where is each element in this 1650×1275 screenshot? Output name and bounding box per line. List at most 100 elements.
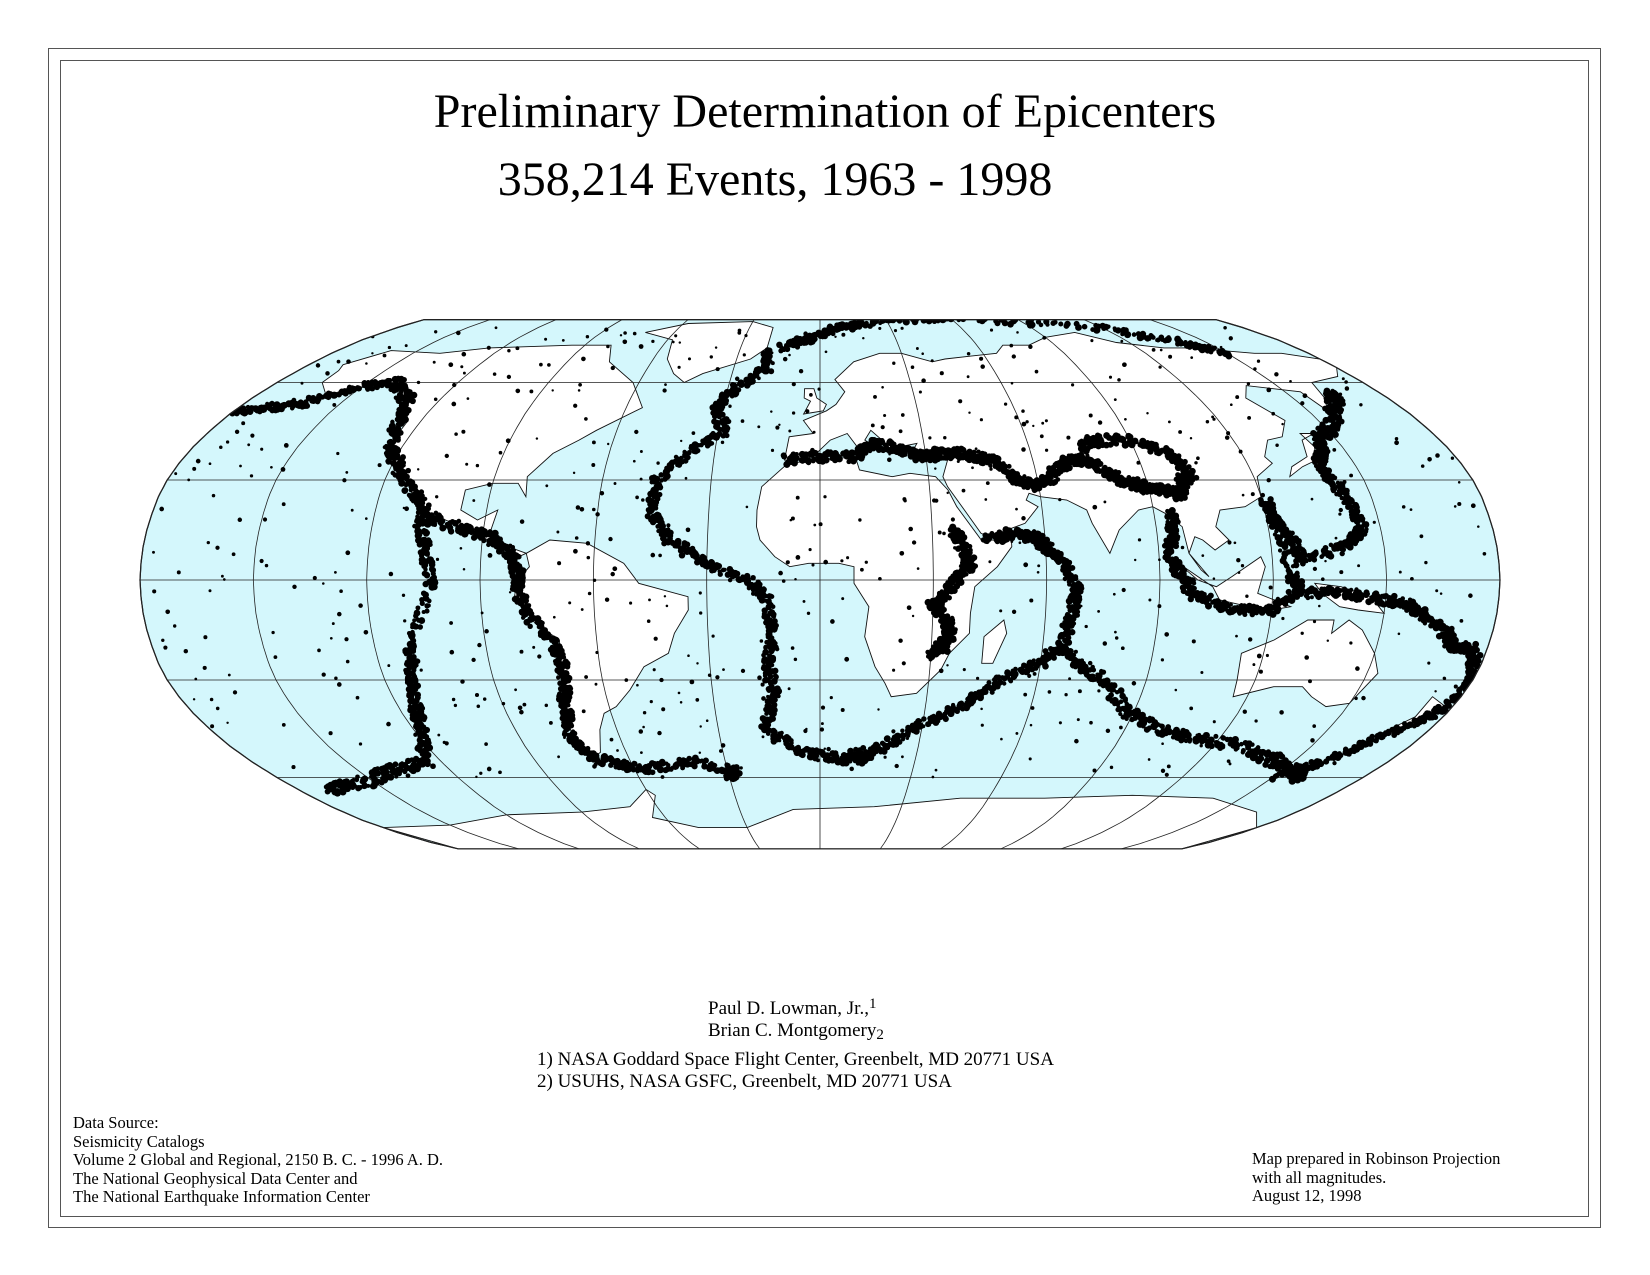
epicenter-dot <box>428 512 435 519</box>
epicenter-dot <box>730 388 736 395</box>
epicenter-dot <box>398 418 406 426</box>
epicenter-dot <box>357 386 362 391</box>
epicenter-dot <box>497 536 503 542</box>
epicenter-dot <box>723 775 730 782</box>
epicenter-dot <box>704 561 709 566</box>
epicenter-dot <box>1028 532 1035 539</box>
epicenter-dot <box>720 567 726 573</box>
epicenter-dot <box>1010 674 1017 681</box>
epicenter-dot <box>499 544 505 550</box>
epicenter-dot <box>495 547 503 555</box>
epicenter-dot <box>550 635 557 642</box>
map-title: Preliminary Determination of Epicenters <box>433 85 1217 138</box>
epicenter-dot <box>539 629 546 636</box>
epicenter-dot <box>482 530 490 538</box>
epicenter-dot <box>267 402 273 407</box>
epicenter-dot <box>564 678 569 684</box>
epicenter-dot <box>1394 598 1399 604</box>
epicenter-dot <box>770 706 778 714</box>
epicenter-dot <box>390 439 396 446</box>
epicenter-dot <box>1264 753 1270 758</box>
epicenter-dot <box>1319 554 1325 560</box>
epicenter-dot <box>763 644 769 650</box>
epicenter-dot <box>1320 547 1328 555</box>
epicenter-dot <box>758 596 766 604</box>
epicenter-dot <box>1362 591 1370 599</box>
epicenter-dot <box>1235 745 1240 751</box>
epicenter-dot <box>1107 470 1113 476</box>
epicenter-dot <box>1017 666 1024 674</box>
epicenter-dot <box>730 770 737 778</box>
epicenter-dot <box>842 759 850 767</box>
epicenter-dot <box>1232 605 1237 610</box>
epicenter-dot <box>713 562 721 570</box>
epicenter-dot <box>1110 682 1118 689</box>
epicenter-dot <box>1007 534 1013 540</box>
epicenter-dot <box>1322 429 1327 434</box>
epicenter-dot <box>1087 660 1093 666</box>
landmass-madagascar <box>981 619 1008 664</box>
epicenter-dot <box>1328 479 1334 485</box>
epicenter-dot <box>367 385 373 391</box>
epicenter-dot <box>847 451 853 456</box>
epicenter-dot <box>720 404 726 410</box>
epicenter-dot <box>1176 457 1183 464</box>
epicenter-dot <box>481 538 487 544</box>
epicenter-dot <box>1391 732 1398 738</box>
epicenter-dot <box>691 756 699 763</box>
epicenter-dot <box>1339 550 1345 557</box>
epicenter-dot <box>1336 490 1343 498</box>
epicenter-dot <box>637 763 642 769</box>
epicenter-dot <box>761 664 769 672</box>
epicenter-dot <box>1087 456 1094 464</box>
epicenter-dot <box>1103 432 1110 439</box>
epicenter-dot <box>385 380 392 388</box>
epicenter-dot <box>398 408 404 414</box>
epicenter-dot <box>585 750 590 755</box>
epicenter-dot <box>743 376 751 384</box>
epicenter-dot <box>1277 548 1283 553</box>
epicenter-dot <box>1257 605 1263 611</box>
epicenter-dot <box>750 574 756 581</box>
epicenter-dot <box>902 451 908 457</box>
epicenter-dot <box>408 488 414 493</box>
epicenter-dot <box>691 763 698 770</box>
epicenter-dot <box>667 536 673 542</box>
epicenter-dot <box>663 472 668 477</box>
epicenter-dot <box>1285 567 1292 574</box>
epicenter-dot <box>1392 726 1399 733</box>
epicenter-dot <box>781 453 788 460</box>
epicenter-dot <box>1079 663 1086 670</box>
epicenter-dot <box>1269 520 1275 527</box>
epicenter-dot <box>761 652 766 658</box>
epicenter-dot <box>769 594 775 600</box>
epicenter-dot <box>649 489 656 496</box>
epicenter-dot <box>559 703 565 710</box>
epicenter-dot <box>1474 678 1480 684</box>
epicenter-dot <box>1356 516 1362 521</box>
epicenter-dot <box>1348 511 1356 518</box>
epicenter-dot <box>732 775 737 781</box>
epicenter-dot <box>1313 463 1319 469</box>
epicenter-dot <box>1276 523 1283 530</box>
epicenter-dot <box>1362 521 1370 528</box>
epicenter-dot <box>686 755 692 762</box>
epicenter-dot <box>882 447 887 452</box>
epicenter-dot <box>713 432 721 440</box>
epicenter-dot <box>799 751 806 759</box>
epicenter-dot <box>612 758 619 766</box>
epicenter-dot <box>1293 561 1300 569</box>
epicenter-dot <box>772 625 778 631</box>
epicenter-dot <box>1001 675 1008 682</box>
epicenter-dot <box>1323 398 1330 405</box>
epicenter-dot <box>527 623 533 629</box>
epicenter-dot <box>557 680 563 687</box>
epicenter-dot <box>1360 518 1366 523</box>
epicenter-dot <box>701 761 707 766</box>
epicenter-dot <box>1350 516 1356 523</box>
epicenter-dot <box>783 741 789 747</box>
epicenter-dot <box>701 440 706 446</box>
epicenter-dot <box>1211 598 1219 606</box>
epicenter-dot <box>1069 661 1077 669</box>
epicenter-dot <box>655 519 660 524</box>
